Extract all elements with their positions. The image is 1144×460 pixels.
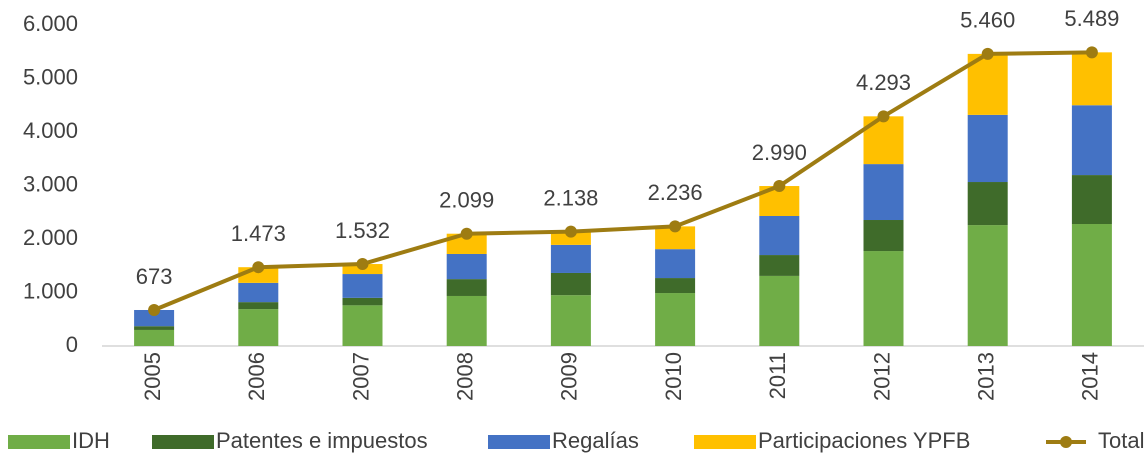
- bar-segment: [446, 295, 487, 346]
- bar-segment: [863, 164, 904, 221]
- total-marker: [148, 303, 161, 316]
- legend-label: Regalías: [552, 428, 639, 453]
- total-marker: [773, 180, 786, 193]
- total-marker: [252, 261, 265, 274]
- data-label: 1.532: [335, 218, 390, 243]
- legend-swatch: [8, 435, 70, 449]
- bar-segment: [342, 274, 383, 298]
- total-marker: [460, 227, 473, 240]
- bar-segment: [342, 305, 383, 346]
- data-label: 2.990: [752, 140, 807, 165]
- legend-label: Participaciones YPFB: [758, 428, 970, 453]
- bar-segment: [238, 302, 279, 310]
- bar-segment: [446, 233, 487, 254]
- bar-segment: [446, 253, 487, 280]
- bar-segment: [550, 231, 591, 245]
- bar-segment: [759, 215, 800, 256]
- data-label: 1.473: [231, 221, 286, 246]
- legend-label: Total: [1098, 428, 1144, 453]
- x-tick-label: 2014: [1078, 352, 1103, 401]
- legend-swatch: [488, 435, 550, 449]
- y-tick-label: 3.000: [23, 171, 78, 196]
- bar-segment: [967, 225, 1008, 346]
- bar-segment: [550, 272, 591, 296]
- legend-swatch: [694, 435, 756, 449]
- bar-segment: [1071, 224, 1112, 346]
- total-marker: [669, 220, 682, 233]
- x-tick-label: 2011: [765, 352, 790, 399]
- data-label: 5.489: [1064, 6, 1119, 31]
- bar-segment: [1071, 105, 1112, 176]
- y-tick-label: 4.000: [23, 118, 78, 143]
- x-tick-label: 2006: [244, 352, 269, 401]
- x-tick-label: 2008: [453, 352, 478, 401]
- y-tick-label: 0: [66, 332, 78, 357]
- total-marker: [564, 225, 577, 238]
- total-marker: [356, 258, 369, 271]
- y-tick-label: 1.000: [23, 278, 78, 303]
- bar-segment: [238, 282, 279, 303]
- bar-segment: [550, 244, 591, 273]
- x-tick-label: 2013: [974, 352, 999, 401]
- bar-segment: [655, 249, 696, 279]
- data-label: 5.460: [960, 8, 1015, 33]
- data-label: 2.099: [439, 188, 494, 213]
- data-label: 4.293: [856, 70, 911, 95]
- x-tick-label: 2005: [140, 352, 165, 401]
- x-tick-label: 2009: [557, 352, 582, 401]
- data-label: 2.236: [648, 180, 703, 205]
- legend-swatch: [1060, 436, 1072, 448]
- bar-segment: [863, 251, 904, 346]
- total-marker: [981, 47, 994, 60]
- bar-segment: [1071, 175, 1112, 225]
- bar-segment: [134, 309, 175, 327]
- bar-segment: [967, 182, 1008, 226]
- legend-label: IDH: [72, 428, 110, 453]
- bar-segment: [655, 278, 696, 294]
- legend-swatch: [152, 435, 214, 449]
- bar-segment: [1071, 52, 1112, 106]
- data-label: 2.138: [543, 185, 598, 210]
- bar-segment: [134, 326, 175, 330]
- legend-label: Patentes e impuestos: [216, 428, 428, 453]
- bar-segment: [863, 220, 904, 252]
- data-label: 673: [136, 264, 173, 289]
- y-tick-label: 5.000: [23, 64, 78, 89]
- bar-segment: [759, 275, 800, 346]
- total-marker: [877, 110, 890, 123]
- bar-segment: [759, 255, 800, 276]
- bar-segment: [446, 279, 487, 296]
- bar-segment: [238, 309, 279, 346]
- y-tick-label: 6.000: [23, 11, 78, 36]
- total-line: [153, 50, 1092, 312]
- bar-segment: [655, 226, 696, 250]
- bar-segment: [655, 293, 696, 346]
- x-tick-label: 2010: [661, 352, 686, 401]
- y-tick-label: 2.000: [23, 225, 78, 250]
- bar-segment: [967, 114, 1008, 183]
- bar-segment: [342, 297, 383, 306]
- x-tick-label: 2012: [869, 352, 894, 401]
- total-marker: [1085, 46, 1098, 59]
- bar-segment: [550, 295, 591, 346]
- x-tick-label: 2007: [348, 352, 373, 401]
- bar-segment: [134, 329, 175, 346]
